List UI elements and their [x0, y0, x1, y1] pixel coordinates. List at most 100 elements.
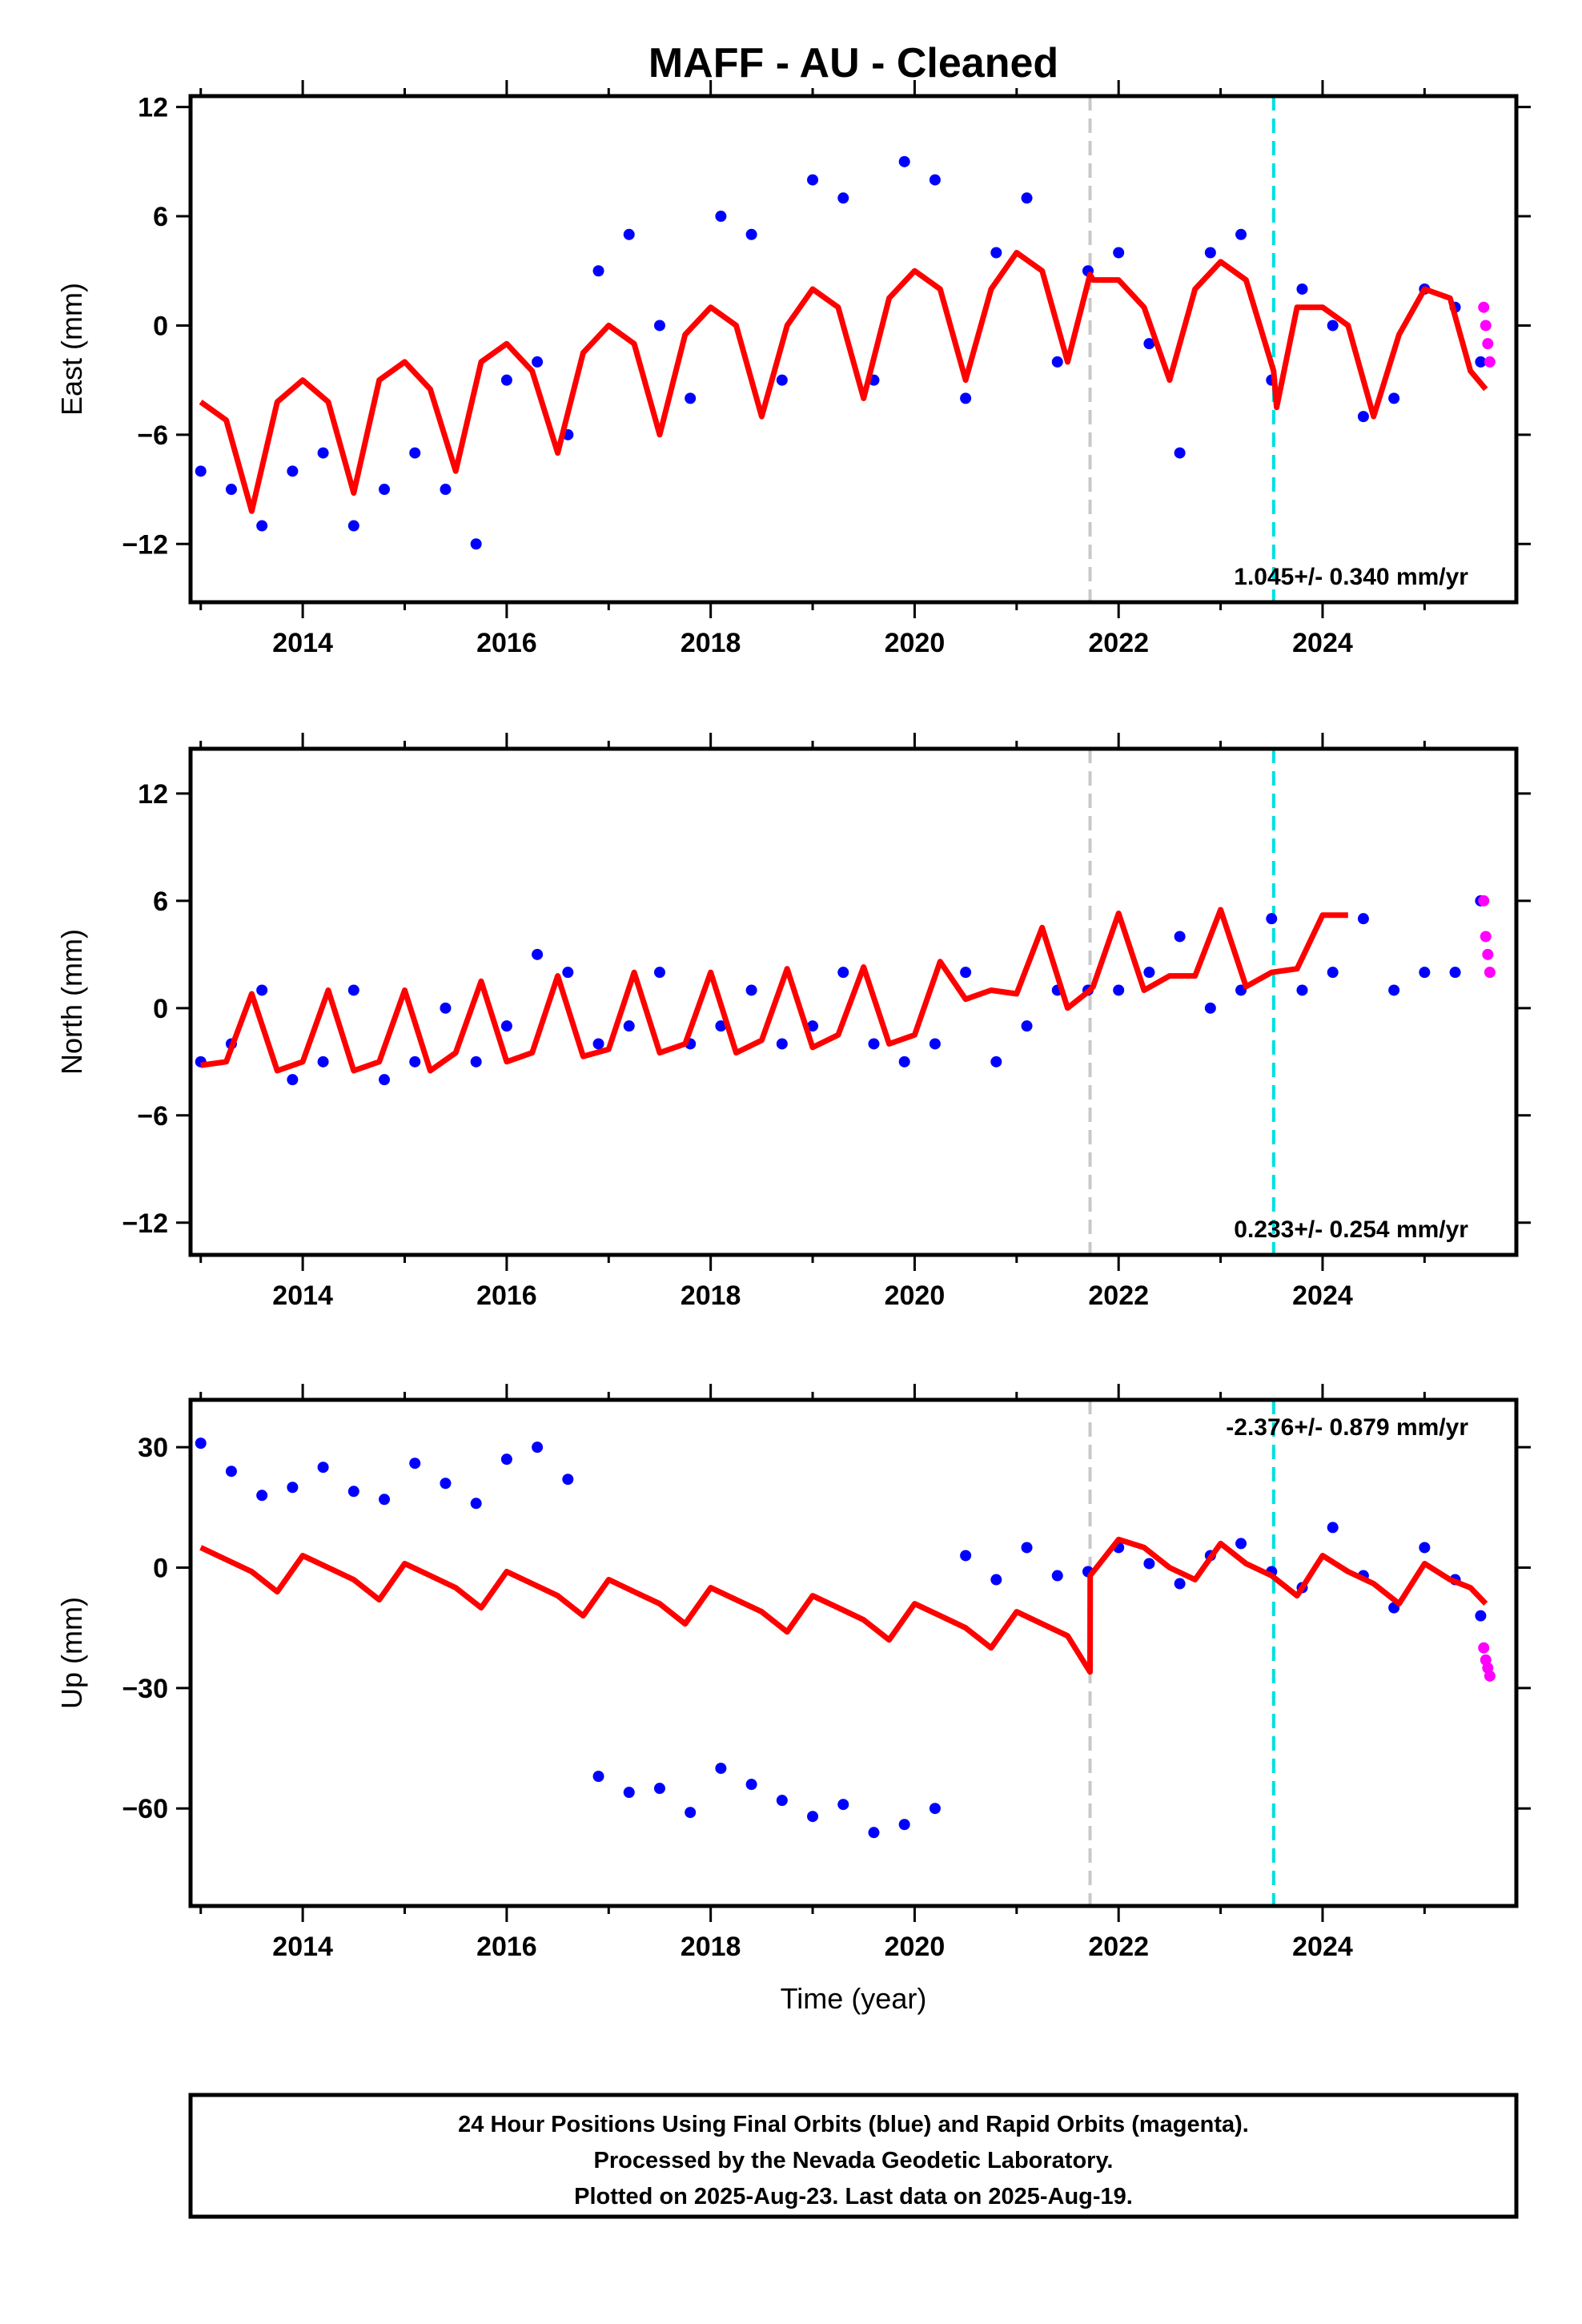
panel-north: 2014 2016 2018 2020 2022 2024 12 6 0 −6 −12 North (… — [55, 733, 1531, 1311]
final-orbit-point — [868, 1827, 880, 1839]
final-orbit-point — [1357, 411, 1369, 423]
rapid-orbit-point — [1482, 338, 1494, 350]
final-orbit-point — [287, 1482, 299, 1494]
y-tick-label: 0 — [153, 1553, 168, 1583]
rapid-orbit-point — [1484, 1670, 1496, 1682]
y-tick-label: −60 — [122, 1794, 168, 1824]
final-orbit-point — [440, 1478, 452, 1490]
x-tick-label: 2014 — [272, 1281, 333, 1311]
final-orbit-point — [256, 520, 268, 532]
final-orbit-point — [592, 1038, 604, 1050]
rapid-orbit-point — [1484, 967, 1496, 979]
x-tick-label: 2024 — [1292, 1932, 1353, 1962]
final-orbit-point — [960, 1550, 972, 1562]
final-orbit-point — [898, 1055, 910, 1068]
final-orbit-point — [929, 174, 941, 186]
final-orbit-point — [1419, 1542, 1431, 1554]
final-orbit-point — [807, 174, 819, 186]
final-orbit-point — [745, 1779, 757, 1791]
x-tick-label: 2016 — [476, 1281, 537, 1311]
final-orbit-point — [500, 1020, 512, 1032]
final-orbit-point — [898, 1819, 910, 1831]
final-orbit-point — [745, 228, 757, 240]
final-orbit-point — [1143, 338, 1155, 350]
final-orbit-point — [347, 1486, 359, 1498]
final-orbit-point — [1174, 931, 1186, 943]
y-tick-label: 12 — [138, 93, 168, 123]
y-tick-label: 30 — [138, 1433, 168, 1463]
x-tick-label: 2018 — [681, 628, 741, 658]
footer-line-1: 24 Hour Positions Using Final Orbits (bl… — [458, 2112, 1249, 2137]
final-orbit-point — [256, 984, 268, 996]
final-orbit-point — [807, 1811, 819, 1823]
final-orbit-point — [837, 192, 849, 204]
velocity-rate-label-up: -2.376+/- 0.879 mm/yr — [1226, 1414, 1468, 1441]
final-orbit-point — [929, 1803, 941, 1815]
rapid-orbit-point — [1482, 948, 1494, 960]
rapid-orbit-point — [1478, 1642, 1490, 1654]
rapid-orbit-point — [1480, 931, 1492, 943]
final-orbit-point — [868, 1038, 880, 1050]
final-orbit-point — [317, 1462, 329, 1474]
final-orbit-point — [1449, 967, 1461, 979]
final-orbit-point — [776, 374, 788, 386]
x-tick-label: 2014 — [272, 628, 333, 658]
final-orbit-point — [1235, 1538, 1247, 1550]
final-orbit-point — [440, 484, 452, 496]
final-orbit-point — [990, 1574, 1002, 1586]
x-tick-label: 2024 — [1292, 1281, 1353, 1311]
final-orbit-point — [195, 1437, 207, 1449]
final-orbit-point — [592, 265, 604, 277]
final-orbit-point — [470, 1498, 482, 1510]
y-tick-label: −6 — [137, 1101, 168, 1132]
x-tick-label: 2014 — [272, 1932, 333, 1962]
final-orbit-point — [623, 228, 635, 240]
panel-east: 2014 2016 2018 2020 2022 2024 12 6 0 −12 −6 East (m… — [55, 80, 1531, 658]
final-orbit-point — [1327, 1522, 1339, 1534]
final-orbit-point — [592, 1771, 604, 1783]
final-orbit-point — [225, 484, 237, 496]
model-curve-east — [199, 250, 1488, 514]
footer-box — [188, 2093, 1519, 2219]
y-tick-label: −30 — [122, 1674, 168, 1704]
final-orbit-point — [317, 447, 329, 459]
final-orbit-point — [470, 1055, 482, 1068]
final-orbit-point — [1235, 228, 1247, 240]
x-tick-label: 2018 — [681, 1281, 741, 1311]
final-orbit-point — [929, 1038, 941, 1050]
y-tick-label: 12 — [138, 779, 168, 810]
x-tick-label: 2022 — [1088, 1281, 1149, 1311]
footer-line-2: Processed by the Nevada Geodetic Laborat… — [594, 2148, 1114, 2173]
final-orbit-point — [532, 948, 544, 960]
y-tick-label: −12 — [122, 529, 168, 560]
y-axis-label-up: Up (mm) — [55, 1597, 88, 1709]
x-tick-label: 2020 — [885, 1932, 946, 1962]
final-orbit-point — [653, 1783, 665, 1795]
final-orbit-point — [1296, 984, 1308, 996]
final-orbit-point — [532, 1441, 544, 1454]
final-orbit-point — [287, 1074, 299, 1086]
final-orbit-point — [440, 1002, 452, 1014]
final-orbit-point — [1174, 447, 1186, 459]
final-orbit-point — [990, 1055, 1002, 1068]
y-tick-label: 6 — [153, 202, 168, 232]
final-orbit-point — [1051, 356, 1063, 368]
final-orbit-point — [562, 967, 574, 979]
model-curve-up — [199, 1536, 1488, 1675]
final-orbit-point — [653, 320, 665, 332]
final-orbit-point — [1419, 967, 1431, 979]
final-orbit-point — [409, 1458, 421, 1470]
rapid-orbit-point — [1478, 895, 1490, 907]
final-orbit-point — [960, 967, 972, 979]
final-orbit-point — [1204, 247, 1216, 259]
final-orbit-point — [837, 967, 849, 979]
panel-frame — [188, 746, 1519, 1257]
final-orbit-point — [379, 1074, 391, 1086]
series-group-up — [195, 1437, 1496, 1839]
rapid-orbit-point — [1480, 320, 1492, 332]
final-orbit-point — [317, 1055, 329, 1068]
final-orbit-point — [1357, 913, 1369, 925]
final-orbit-point — [685, 392, 697, 404]
final-orbit-point — [898, 155, 910, 167]
